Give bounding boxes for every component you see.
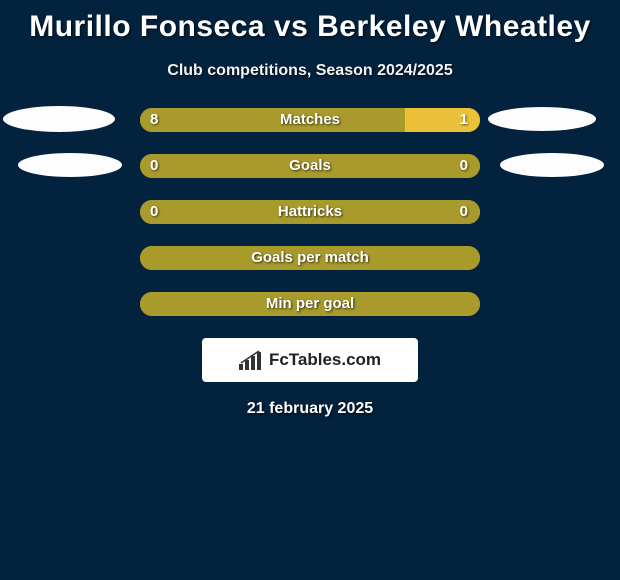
stat-bar [140,108,480,132]
stat-bar-left-fill [140,154,310,178]
stat-bar [140,154,480,178]
stat-row: Goals00 [0,154,620,178]
fctables-icon [239,350,263,370]
stat-bar [140,246,480,270]
stat-bar-right-fill [310,292,480,316]
stat-bar-right-fill [310,246,480,270]
page-title: Murillo Fonseca vs Berkeley Wheatley [0,0,620,44]
stat-bar-left-fill [140,246,310,270]
stat-bar-right-fill [310,200,480,224]
stat-row: Hattricks00 [0,200,620,224]
right-team-marker [488,107,596,131]
stat-bar-right-fill [405,108,480,132]
page-subtitle: Club competitions, Season 2024/2025 [0,62,620,80]
footer-date: 21 february 2025 [0,400,620,418]
left-team-marker [3,106,115,132]
stat-bar-left-fill [140,108,405,132]
stat-bar-left-fill [140,292,310,316]
stat-bar-left-fill [140,200,310,224]
stat-row: Goals per match [0,246,620,270]
stat-row: Matches81 [0,108,620,132]
left-team-marker [18,153,122,177]
comparison-rows: Matches81 Goals00 Hattricks00 Goals per mat… [0,108,620,316]
right-team-marker [500,153,604,177]
stat-bar-right-fill [310,154,480,178]
stat-bar [140,200,480,224]
footer-logo: FcTables.com [202,338,418,382]
stat-bar [140,292,480,316]
stat-row: Min per goal [0,292,620,316]
footer-logo-text: FcTables.com [269,350,381,370]
